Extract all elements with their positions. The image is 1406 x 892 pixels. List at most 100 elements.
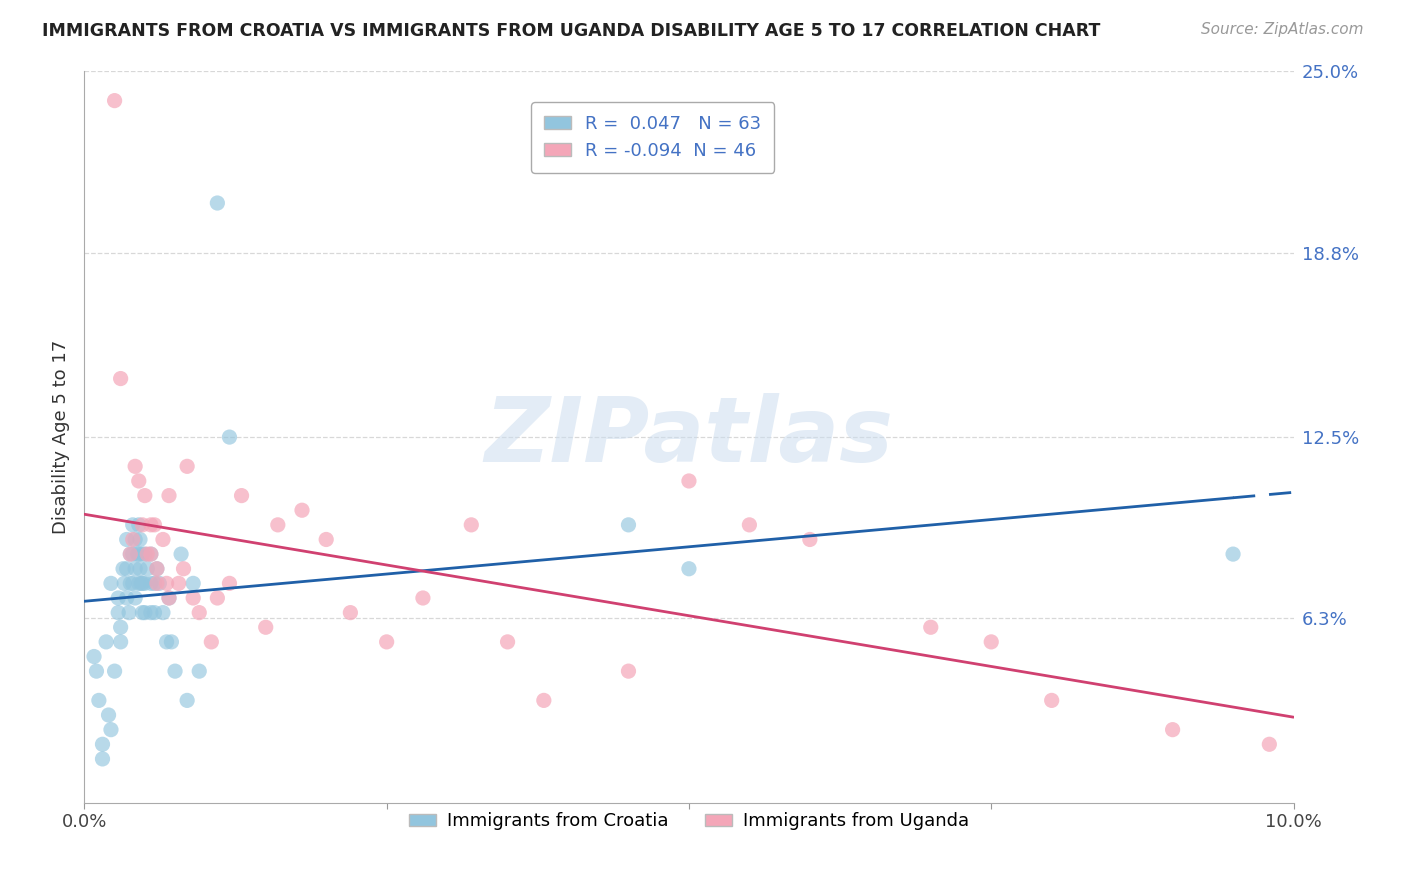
Point: [738, 517, 761, 532]
Point: [136, 562, 159, 576]
Point: [533, 693, 555, 707]
Point: [146, 576, 169, 591]
Text: ZIPatlas: ZIPatlas: [485, 393, 893, 481]
Point: [1222, 547, 1244, 561]
Point: [115, 533, 138, 547]
Point: [157, 591, 180, 605]
Point: [155, 576, 177, 591]
Point: [157, 489, 180, 503]
Point: [121, 533, 143, 547]
Point: [173, 562, 195, 576]
Point: [170, 547, 193, 561]
Point: [139, 517, 162, 532]
Point: [97, 708, 120, 723]
Point: [124, 459, 146, 474]
Point: [160, 635, 183, 649]
Legend: Immigrants from Croatia, Immigrants from Uganda: Immigrants from Croatia, Immigrants from…: [402, 805, 976, 838]
Point: [112, 562, 135, 576]
Point: [118, 606, 141, 620]
Point: [131, 517, 153, 532]
Point: [460, 517, 482, 532]
Point: [139, 576, 162, 591]
Point: [181, 576, 204, 591]
Point: [121, 576, 143, 591]
Point: [146, 562, 169, 576]
Point: [188, 606, 211, 620]
Point: [104, 94, 127, 108]
Point: [617, 664, 640, 678]
Point: [110, 371, 132, 385]
Point: [112, 576, 135, 591]
Point: [131, 547, 153, 561]
Point: [143, 576, 166, 591]
Point: [139, 547, 162, 561]
Point: [129, 533, 152, 547]
Point: [157, 591, 180, 605]
Point: [152, 606, 174, 620]
Point: [86, 664, 108, 678]
Point: [124, 533, 146, 547]
Point: [128, 547, 150, 561]
Point: [134, 547, 156, 561]
Point: [131, 576, 153, 591]
Point: [120, 576, 142, 591]
Text: Source: ZipAtlas.com: Source: ZipAtlas.com: [1201, 22, 1364, 37]
Point: [128, 576, 150, 591]
Point: [207, 196, 229, 211]
Point: [100, 723, 122, 737]
Point: [121, 547, 143, 561]
Point: [207, 591, 229, 605]
Point: [121, 517, 143, 532]
Point: [678, 474, 700, 488]
Point: [120, 547, 142, 561]
Point: [136, 547, 159, 561]
Point: [120, 547, 142, 561]
Point: [139, 547, 162, 561]
Point: [155, 635, 177, 649]
Point: [920, 620, 942, 634]
Point: [980, 635, 1002, 649]
Point: [799, 533, 821, 547]
Point: [176, 693, 198, 707]
Point: [87, 693, 110, 707]
Point: [107, 606, 129, 620]
Point: [1161, 723, 1184, 737]
Point: [83, 649, 105, 664]
Point: [107, 591, 129, 605]
Point: [134, 576, 156, 591]
Point: [167, 576, 190, 591]
Point: [139, 606, 162, 620]
Point: [617, 517, 640, 532]
Point: [104, 664, 127, 678]
Point: [165, 664, 187, 678]
Point: [129, 576, 152, 591]
Point: [267, 517, 290, 532]
Point: [315, 533, 337, 547]
Point: [231, 489, 253, 503]
Point: [143, 606, 166, 620]
Point: [124, 591, 146, 605]
Point: [91, 752, 114, 766]
Point: [200, 635, 222, 649]
Point: [148, 576, 170, 591]
Point: [152, 533, 174, 547]
Point: [496, 635, 519, 649]
Point: [134, 606, 156, 620]
Point: [188, 664, 211, 678]
Point: [218, 576, 240, 591]
Point: [375, 635, 398, 649]
Point: [124, 562, 146, 576]
Point: [134, 489, 156, 503]
Point: [176, 459, 198, 474]
Point: [181, 591, 204, 605]
Point: [100, 576, 122, 591]
Point: [339, 606, 361, 620]
Point: [1258, 737, 1281, 751]
Point: [254, 620, 277, 634]
Point: [128, 517, 150, 532]
Point: [146, 562, 169, 576]
Point: [115, 591, 138, 605]
Point: [291, 503, 314, 517]
Point: [218, 430, 240, 444]
Point: [129, 562, 152, 576]
